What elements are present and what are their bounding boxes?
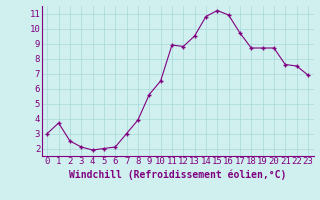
X-axis label: Windchill (Refroidissement éolien,°C): Windchill (Refroidissement éolien,°C)	[69, 169, 286, 180]
